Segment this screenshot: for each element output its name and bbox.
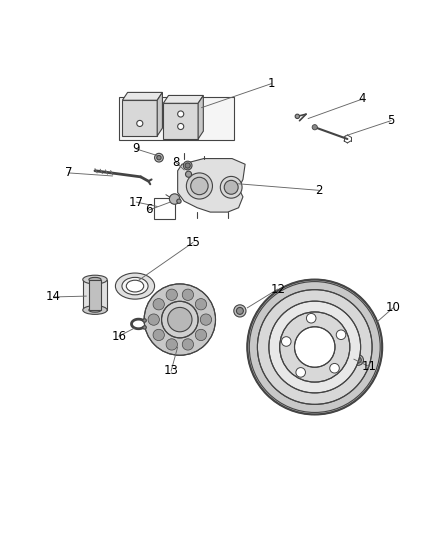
Circle shape [182,339,194,350]
Text: 14: 14 [46,290,61,303]
Circle shape [166,289,177,301]
Ellipse shape [89,308,101,312]
Circle shape [177,199,181,204]
Circle shape [295,114,300,118]
Circle shape [143,326,146,329]
Circle shape [312,125,318,130]
Circle shape [143,319,146,322]
Circle shape [191,177,208,195]
Circle shape [195,298,207,310]
Ellipse shape [89,277,101,282]
Circle shape [137,120,143,126]
Text: 10: 10 [385,301,400,314]
Ellipse shape [122,277,148,295]
Circle shape [280,312,350,382]
Polygon shape [122,92,162,100]
Circle shape [224,180,238,194]
Circle shape [148,314,159,325]
Text: 15: 15 [185,236,200,249]
Circle shape [153,329,164,341]
Circle shape [170,194,180,204]
Text: 5: 5 [387,114,395,127]
Circle shape [184,161,192,170]
Text: 7: 7 [65,166,73,180]
Circle shape [168,308,192,332]
Bar [83,279,107,310]
Polygon shape [157,92,162,136]
Text: 9: 9 [133,142,140,156]
Bar [119,97,234,140]
Circle shape [195,329,207,341]
Text: 17: 17 [129,196,144,208]
Text: 16: 16 [111,329,127,343]
Text: 13: 13 [164,365,179,377]
Bar [89,279,101,310]
Circle shape [234,305,246,317]
Circle shape [153,298,164,310]
Circle shape [307,313,316,323]
Ellipse shape [83,275,107,284]
Text: 1: 1 [268,77,275,90]
Polygon shape [178,158,245,212]
Circle shape [157,156,161,160]
Circle shape [355,357,361,363]
Bar [154,198,175,219]
Polygon shape [198,95,203,139]
Text: 11: 11 [362,360,377,373]
Circle shape [294,327,335,367]
Bar [163,103,198,139]
Circle shape [155,154,163,162]
Circle shape [186,173,212,199]
Text: 2: 2 [315,184,323,197]
Circle shape [249,281,380,413]
Ellipse shape [126,280,144,292]
Ellipse shape [116,273,155,299]
Bar [122,100,157,136]
Circle shape [178,111,184,117]
Circle shape [185,171,191,177]
Circle shape [296,368,305,377]
Circle shape [182,289,194,301]
Circle shape [258,289,372,405]
Circle shape [144,284,215,356]
Circle shape [220,176,242,198]
Circle shape [185,163,190,168]
Text: 4: 4 [359,92,366,106]
Circle shape [178,124,184,130]
Circle shape [247,279,382,415]
Circle shape [237,308,244,314]
Circle shape [336,330,346,340]
Circle shape [200,314,212,325]
Text: 8: 8 [172,156,179,168]
Text: 12: 12 [270,282,285,296]
Circle shape [330,364,339,373]
Circle shape [162,301,198,338]
Circle shape [269,301,360,393]
Circle shape [282,337,291,346]
Text: 6: 6 [145,204,153,216]
Polygon shape [163,95,203,103]
Circle shape [166,339,177,350]
Circle shape [353,355,364,365]
Ellipse shape [83,305,107,314]
